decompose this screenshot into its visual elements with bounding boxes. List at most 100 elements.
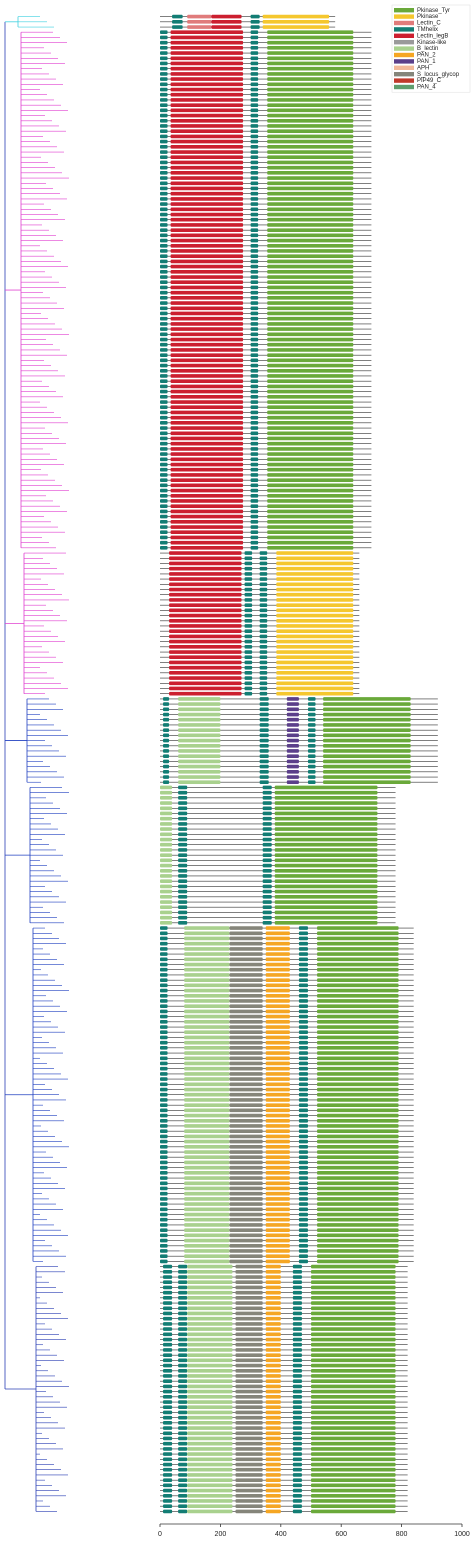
domain	[160, 848, 173, 852]
domain	[169, 650, 242, 654]
domain	[160, 40, 168, 45]
domain	[244, 634, 253, 639]
domain	[267, 499, 354, 503]
domain	[250, 129, 259, 134]
domain	[250, 374, 259, 378]
domain	[262, 837, 272, 842]
domain	[250, 431, 259, 436]
domain	[298, 957, 308, 962]
domain	[160, 452, 168, 456]
domain	[274, 827, 378, 831]
domain	[163, 1394, 173, 1399]
domain	[250, 306, 259, 311]
domain	[160, 1160, 168, 1165]
domain	[235, 1311, 263, 1316]
domain	[267, 129, 354, 134]
domain	[250, 207, 259, 212]
domain	[267, 212, 354, 217]
domain	[267, 98, 354, 102]
domain	[163, 707, 170, 712]
domain	[265, 1124, 290, 1128]
domain	[178, 1478, 188, 1482]
domain	[160, 910, 173, 915]
domain	[317, 1098, 399, 1102]
domain	[178, 1441, 188, 1446]
domain	[274, 915, 378, 920]
domain	[178, 796, 188, 800]
domain	[160, 1014, 168, 1019]
domain	[160, 811, 173, 816]
legend-label: PIP49_C	[417, 78, 442, 84]
domain	[267, 306, 354, 311]
domain	[235, 1467, 263, 1472]
domain	[267, 217, 354, 222]
domain	[274, 894, 378, 899]
domain	[229, 967, 263, 972]
domain	[235, 1322, 263, 1326]
domain	[160, 207, 168, 212]
domain	[163, 1410, 173, 1415]
domain	[178, 1322, 188, 1326]
domain	[169, 624, 242, 628]
domain	[160, 233, 168, 238]
domain	[250, 353, 259, 357]
domain	[187, 1337, 233, 1342]
domain	[160, 35, 168, 40]
domain	[259, 629, 268, 634]
domain	[265, 1467, 281, 1472]
domain	[286, 749, 299, 753]
domain	[178, 889, 188, 894]
domain	[184, 973, 230, 977]
domain	[170, 35, 244, 40]
domain	[286, 754, 299, 759]
domain	[178, 1452, 188, 1456]
domain	[160, 827, 173, 831]
domain	[170, 405, 244, 410]
domain	[259, 587, 268, 592]
domain	[184, 1202, 230, 1206]
domain	[250, 322, 259, 326]
domain	[250, 415, 259, 420]
domain	[160, 473, 168, 477]
domain	[323, 780, 411, 785]
domain	[187, 1488, 233, 1493]
domain	[160, 483, 168, 488]
domain	[170, 160, 244, 165]
domain	[276, 618, 354, 623]
domain	[292, 1306, 302, 1311]
legend-label: TMhelix	[417, 27, 438, 33]
domain	[160, 832, 173, 837]
domain	[169, 671, 242, 675]
domain	[267, 431, 354, 436]
domain	[262, 790, 272, 795]
domain	[178, 910, 188, 915]
domain	[250, 441, 259, 446]
domain	[265, 1046, 290, 1050]
domain	[298, 1092, 308, 1097]
legend-label: Pkinase_Tyr	[417, 8, 450, 14]
domain	[184, 1165, 230, 1170]
domain	[250, 400, 259, 404]
domain	[250, 488, 259, 493]
domain	[160, 1066, 168, 1071]
domain	[292, 1473, 302, 1477]
domain	[298, 1077, 308, 1081]
domain	[160, 900, 173, 904]
domain	[274, 853, 378, 857]
domain	[178, 1384, 188, 1389]
domain	[160, 1207, 168, 1212]
domain	[292, 1269, 302, 1274]
domain	[169, 655, 242, 660]
domain	[250, 519, 259, 524]
domain	[311, 1264, 396, 1269]
domain	[235, 1269, 263, 1274]
domain	[250, 25, 260, 29]
domain	[187, 19, 212, 24]
domain	[311, 1316, 396, 1321]
domain	[274, 874, 378, 878]
domain	[160, 926, 168, 930]
domain	[160, 1217, 168, 1222]
domain	[229, 1155, 263, 1160]
domain	[250, 316, 259, 321]
domain	[178, 894, 188, 899]
